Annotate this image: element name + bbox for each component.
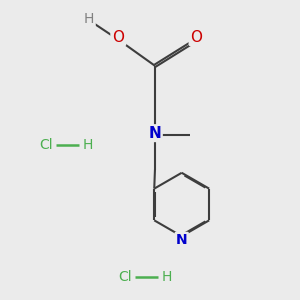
Text: N: N: [148, 126, 161, 141]
Text: N: N: [176, 233, 188, 247]
Text: O: O: [112, 30, 125, 45]
Text: H: H: [82, 138, 93, 152]
Text: Cl: Cl: [39, 138, 53, 152]
Text: O: O: [190, 30, 203, 45]
Text: N: N: [176, 233, 188, 247]
Text: N: N: [148, 126, 161, 141]
Text: H: H: [162, 270, 172, 284]
Text: Cl: Cl: [118, 270, 132, 284]
Text: O: O: [190, 30, 202, 45]
Text: H: H: [83, 12, 94, 26]
Text: H: H: [83, 12, 94, 26]
Text: O: O: [112, 30, 124, 45]
